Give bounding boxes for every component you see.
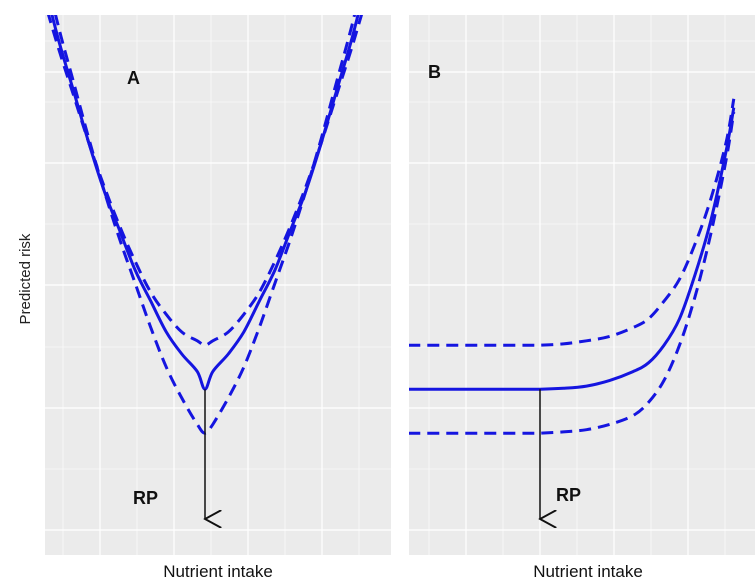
- panel-b-estimate-line: [409, 107, 736, 391]
- panel-b-grid: [409, 15, 755, 555]
- panel-a: RP A Nutrient intake: [45, 15, 391, 581]
- panel-b-label: B: [428, 62, 441, 82]
- panel-a-grid: [45, 15, 391, 555]
- panel-b-upper-ci-line: [409, 98, 736, 347]
- panel-a-annotation: RP: [133, 389, 205, 519]
- panel-b-annotation: RP: [540, 389, 581, 519]
- y-axis-label: Predicted risk: [17, 233, 34, 324]
- panel-a-x-axis-label: Nutrient intake: [163, 562, 273, 581]
- panel-b: RP B Nutrient intake: [409, 15, 755, 581]
- panel-b-lines: [409, 98, 736, 435]
- panel-a-rp-label: RP: [133, 488, 158, 508]
- panel-a-label: A: [127, 68, 140, 88]
- panel-a-upper-ci-line: [47, 15, 364, 347]
- panel-b-rp-label: RP: [556, 485, 581, 505]
- panel-b-x-axis-label: Nutrient intake: [533, 562, 643, 581]
- panel-b-lower-ci-line: [409, 111, 736, 435]
